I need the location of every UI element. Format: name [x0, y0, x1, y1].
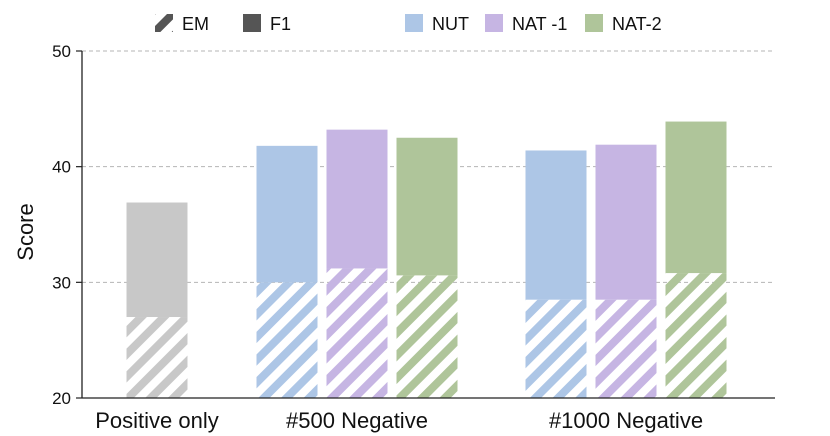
bar-f1-positive: [126, 202, 188, 318]
bar-em-nut: [256, 282, 318, 398]
y-axis-title: Score: [13, 203, 38, 260]
y-tick-label: 20: [52, 389, 71, 408]
y-tick-labels: 20 30 40 50: [52, 42, 71, 408]
legend-f1-label: F1: [270, 14, 291, 34]
legend: EM F1 NUT NAT -1 NAT-2: [155, 14, 662, 34]
legend-em-label: EM: [182, 14, 209, 34]
axes: [76, 50, 775, 399]
category-labels: Positive only #500 Negative #1000 Negative: [95, 408, 703, 433]
bar-f1-nut: [256, 145, 318, 283]
bar-f1-nat-2: [665, 121, 727, 274]
bar-em-nut: [525, 299, 587, 398]
y-tick-label: 40: [52, 158, 71, 177]
bar-em-nat-1: [595, 299, 657, 398]
legend-nat-2-swatch: [585, 14, 603, 32]
bar-f1-nat-1: [595, 144, 657, 300]
category-label: Positive only: [95, 408, 219, 433]
category-label: #500 Negative: [286, 408, 428, 433]
legend-nut-swatch: [405, 14, 423, 32]
bar-em-nat-1: [326, 268, 388, 398]
legend-nat-1-label: NAT -1: [512, 14, 567, 34]
legend-f1-swatch: [243, 14, 261, 32]
legend-nut-label: NUT: [432, 14, 469, 34]
bars: [126, 121, 727, 398]
bar-em-nat-2: [396, 275, 458, 398]
category-label: #1000 Negative: [549, 408, 703, 433]
bar-em-nat-2: [665, 273, 727, 398]
bar-f1-nat-2: [396, 137, 458, 276]
bar-em-positive: [126, 317, 188, 398]
y-tick-label: 30: [52, 273, 71, 292]
bar-f1-nut: [525, 150, 587, 300]
y-tick-label: 50: [52, 42, 71, 61]
bar-f1-nat-1: [326, 129, 388, 269]
legend-nat-1-swatch: [485, 14, 503, 32]
legend-em-swatch: [155, 14, 173, 32]
legend-nat-2-label: NAT-2: [612, 14, 662, 34]
